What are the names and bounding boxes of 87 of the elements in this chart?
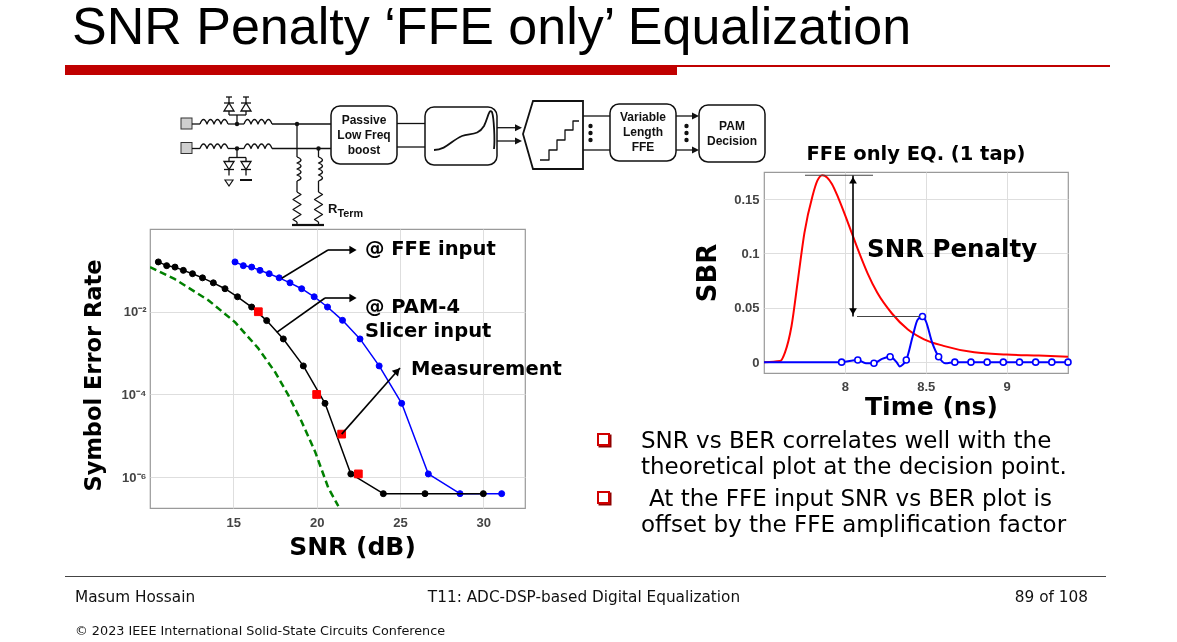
point	[275, 274, 283, 282]
point	[951, 358, 959, 366]
point	[999, 358, 1008, 366]
point	[231, 258, 239, 266]
x-tick-label: 30	[476, 514, 492, 530]
point	[299, 362, 307, 370]
y-tick-label: 10⁻⁴	[121, 386, 147, 402]
point	[234, 293, 241, 301]
point	[239, 262, 247, 270]
point	[902, 356, 911, 364]
annotation: SNR Penalty	[867, 234, 1038, 263]
point	[171, 263, 179, 271]
x-tick-label: 9	[1003, 378, 1011, 394]
point	[248, 303, 256, 311]
point	[221, 285, 229, 293]
point	[498, 490, 506, 498]
point	[967, 358, 975, 366]
text: Masum Hossain	[75, 588, 196, 606]
point	[853, 356, 862, 364]
x-axis-title: SNR (dB)	[289, 531, 416, 561]
point	[154, 258, 162, 266]
text: R$_{Term}$	[328, 201, 364, 221]
point	[1048, 358, 1056, 366]
y-axis-title: Symbol Error Rate	[79, 259, 106, 492]
point	[356, 335, 364, 343]
point	[312, 390, 322, 399]
point	[256, 266, 264, 274]
point	[324, 303, 331, 311]
y-tick-label: 0	[752, 354, 760, 370]
point	[421, 490, 429, 498]
annotation: @ FFE input	[365, 237, 496, 260]
point	[934, 352, 943, 361]
point	[163, 262, 171, 270]
text: At the FFE input SNR vs BER plot is offset by the FFE amplification factor	[641, 485, 1068, 537]
text: SNR vs BER correlates well with the theoretical plot at the decision point.	[641, 427, 1068, 479]
y-tick-label: 10⁻²	[123, 304, 148, 320]
point	[886, 352, 894, 361]
point	[310, 293, 318, 301]
point	[1031, 358, 1040, 366]
point	[375, 362, 383, 370]
y-tick-label: 10⁻⁶	[122, 469, 147, 485]
text: 89 of 108	[1013, 588, 1088, 606]
y-axis-title: SBR	[692, 243, 723, 303]
annotation: Measurement	[411, 357, 562, 380]
x-tick-label: 20	[309, 514, 325, 530]
x-tick-label: 8.5	[917, 378, 936, 394]
point	[398, 399, 406, 407]
point	[286, 279, 294, 287]
text: Variable Length FFE	[619, 110, 667, 155]
x-tick-label: 15	[226, 514, 242, 530]
text: SNR Penalty ‘FFE only’ Equalization	[72, 0, 912, 56]
point	[253, 307, 263, 317]
point	[209, 279, 217, 287]
point	[265, 270, 273, 278]
point	[339, 316, 346, 324]
point	[918, 312, 927, 321]
point	[298, 285, 306, 293]
point	[263, 317, 271, 325]
point	[424, 470, 432, 478]
point	[1015, 358, 1024, 366]
y-tick-label: 0.15	[734, 191, 760, 207]
point	[199, 274, 206, 282]
y-tick-label: 0.1	[741, 245, 760, 261]
point	[248, 263, 256, 271]
point	[479, 490, 487, 498]
text: Passive Low Freq boost	[336, 112, 392, 158]
annotation: @ PAM-4 Slicer input	[365, 295, 492, 342]
point	[379, 490, 387, 498]
point	[279, 335, 287, 343]
text: © 2023 IEEE International Solid-State Circuits Conference	[75, 622, 446, 640]
point	[347, 470, 355, 478]
chart-title: FFE only EQ. (1 tap)	[806, 141, 1026, 165]
x-axis-title: Time (ns)	[865, 391, 998, 421]
point	[983, 358, 991, 366]
point	[179, 266, 187, 274]
point	[189, 270, 196, 278]
point	[321, 399, 329, 407]
point	[1064, 358, 1072, 366]
point	[870, 359, 878, 368]
text: PAM Decision	[706, 118, 758, 149]
x-tick-label: 25	[393, 514, 408, 530]
point	[353, 469, 363, 479]
text: T11: ADC-DSP-based Digital Equalization	[426, 588, 742, 606]
y-tick-label: 0.05	[734, 300, 760, 316]
point	[837, 358, 846, 366]
x-tick-label: 8	[841, 378, 849, 394]
line-series	[150, 265, 340, 508]
